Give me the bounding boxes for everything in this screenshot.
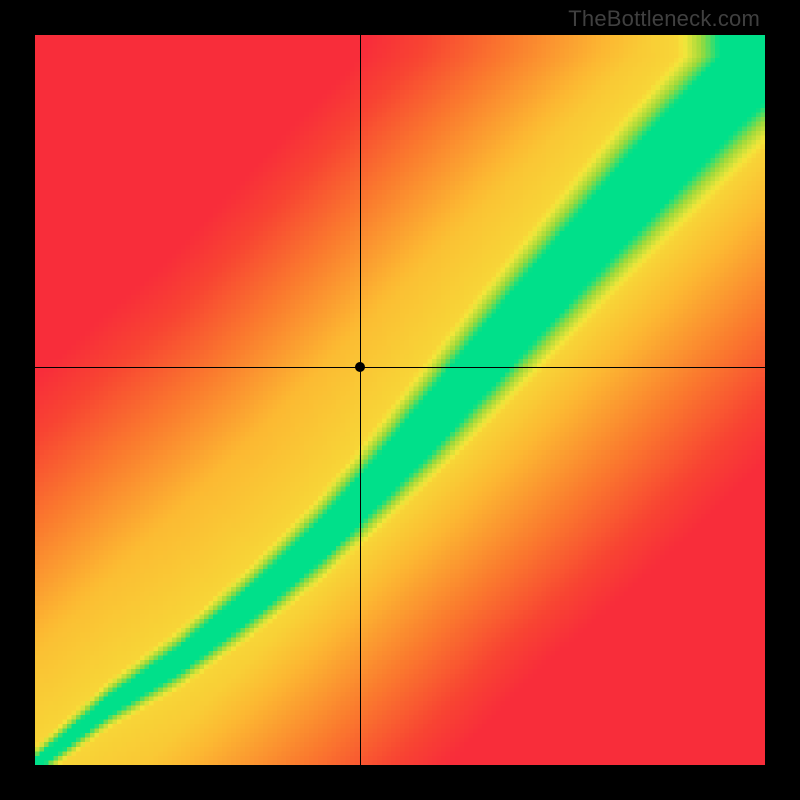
crosshair-marker: [355, 362, 365, 372]
plot-area: [35, 35, 765, 765]
crosshair-vertical: [360, 35, 361, 765]
heatmap-canvas: [35, 35, 765, 765]
crosshair-horizontal: [35, 367, 765, 368]
watermark: TheBottleneck.com: [568, 6, 760, 32]
